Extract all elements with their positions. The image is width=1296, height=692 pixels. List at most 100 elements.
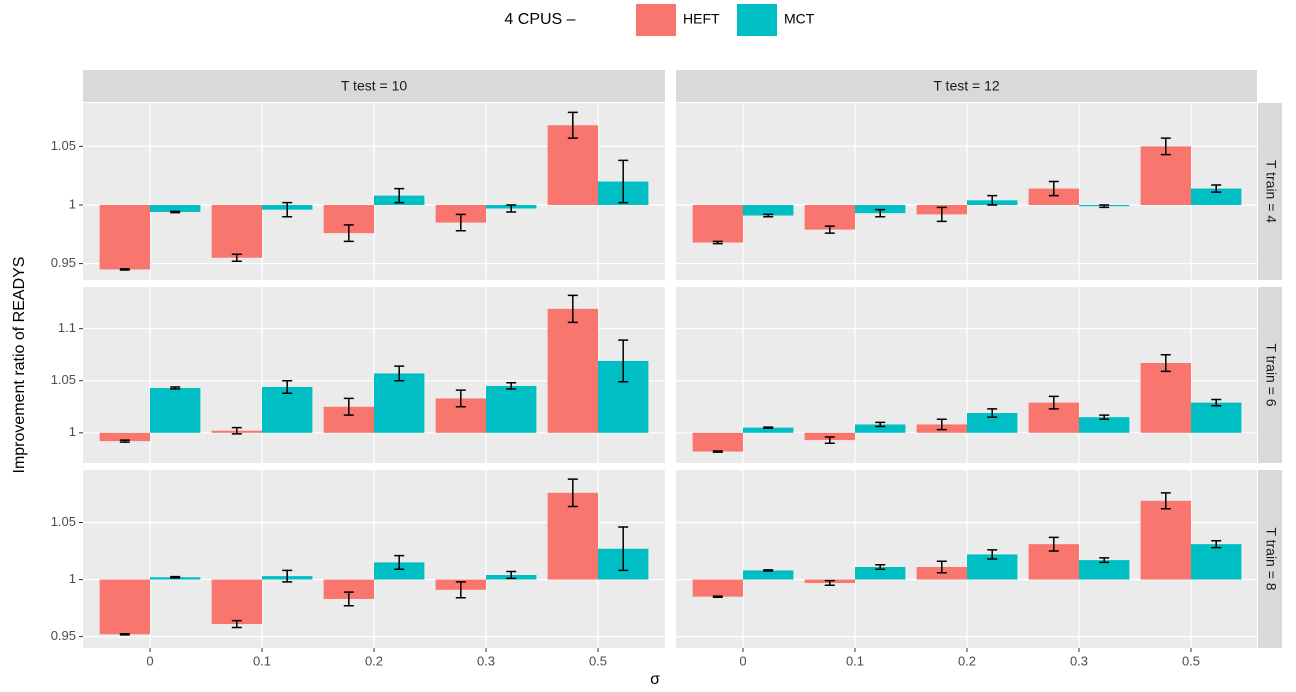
x-tick-label: 0.2 (365, 653, 383, 668)
y-tick-label: 1.05 (51, 372, 76, 387)
error-bar (343, 224, 354, 243)
y-tick-label: 1.1 (58, 320, 76, 335)
error-bar (119, 439, 130, 443)
x-tick-label: 0.5 (589, 653, 607, 668)
bar (1140, 363, 1191, 433)
error-bar (394, 365, 405, 382)
bar (743, 204, 794, 216)
y-tick-label: 0.95 (51, 255, 76, 270)
bar (374, 373, 425, 433)
bar (692, 204, 743, 243)
x-tick-label: 0.3 (477, 653, 495, 668)
error-bar (231, 253, 242, 262)
error-bar (1099, 414, 1110, 421)
error-bar (394, 187, 405, 204)
bar (743, 570, 794, 580)
strip-label: T test = 10 (341, 78, 407, 94)
y-tick-label: 1.05 (51, 514, 76, 529)
bar (855, 424, 906, 433)
y-tick-label: 1 (69, 571, 76, 586)
error-bar (618, 339, 629, 383)
error-bar (936, 560, 947, 574)
bar (1140, 500, 1191, 580)
bar (692, 432, 743, 452)
bar (1140, 146, 1191, 205)
x-tick-label: 0 (146, 653, 153, 668)
error-bar (394, 554, 405, 571)
error-bar (936, 418, 947, 431)
error-bar (1160, 353, 1171, 373)
error-bar (875, 563, 886, 571)
strip-label: T train = 6 (1263, 343, 1279, 406)
bar (855, 566, 906, 580)
bar (150, 388, 201, 433)
error-bar (455, 389, 466, 408)
strip (1258, 470, 1282, 648)
error-bar (1099, 204, 1110, 209)
x-tick-label: 0.3 (1070, 653, 1088, 668)
error-bar (875, 421, 886, 428)
y-tick-label: 1 (69, 196, 76, 211)
legend-key (737, 4, 777, 36)
bar (99, 204, 150, 270)
bar (547, 308, 598, 433)
strip (676, 70, 1257, 102)
error-bar (170, 575, 181, 579)
error-bar (824, 436, 835, 444)
bar (211, 204, 262, 258)
strip-label: T train = 8 (1263, 527, 1279, 590)
bar (262, 386, 313, 433)
error-bar (1099, 557, 1110, 564)
error-bar (763, 426, 774, 429)
error-bar (231, 426, 242, 435)
x-tick-label: 0 (739, 653, 746, 668)
bar (1191, 188, 1242, 205)
bar (1079, 417, 1130, 433)
legend-label: HEFT (683, 11, 720, 27)
bar (692, 579, 743, 597)
strip (1258, 287, 1282, 463)
error-bar (1048, 180, 1059, 197)
x-tick-label: 0.2 (958, 653, 976, 668)
bar (547, 492, 598, 580)
error-bar (618, 159, 629, 204)
y-tick-label: 0.95 (51, 628, 76, 643)
error-bar (506, 570, 517, 580)
x-axis-label: σ (650, 671, 660, 688)
error-bar (170, 210, 181, 214)
error-bar (987, 194, 998, 206)
error-bar (343, 397, 354, 416)
error-bar (506, 382, 517, 390)
error-bar (231, 619, 242, 629)
error-bar (567, 294, 578, 324)
strip-label: T test = 12 (933, 78, 999, 94)
legend-key (636, 4, 676, 36)
error-bar (282, 379, 293, 394)
error-bar (987, 408, 998, 418)
y-tick-label: 1.05 (51, 138, 76, 153)
bar (99, 579, 150, 635)
error-bar (712, 450, 723, 453)
error-bar (455, 581, 466, 599)
error-bar (1160, 492, 1171, 510)
bar (323, 579, 374, 599)
y-axis-label: Improvement ratio of READYS (11, 257, 28, 474)
strip (83, 70, 665, 102)
error-bar (119, 632, 130, 636)
error-bar (170, 386, 181, 390)
error-bar (282, 201, 293, 218)
bar (374, 562, 425, 580)
error-bar (712, 240, 723, 245)
bar (967, 413, 1018, 433)
error-bar (1048, 536, 1059, 552)
error-bar (1211, 184, 1222, 193)
error-bar (343, 591, 354, 607)
bar (1191, 544, 1242, 580)
error-bar (506, 204, 517, 213)
error-bar (712, 595, 723, 598)
error-bar (1160, 137, 1171, 156)
bar (486, 385, 537, 433)
error-bar (1211, 398, 1222, 407)
bar (150, 204, 201, 213)
